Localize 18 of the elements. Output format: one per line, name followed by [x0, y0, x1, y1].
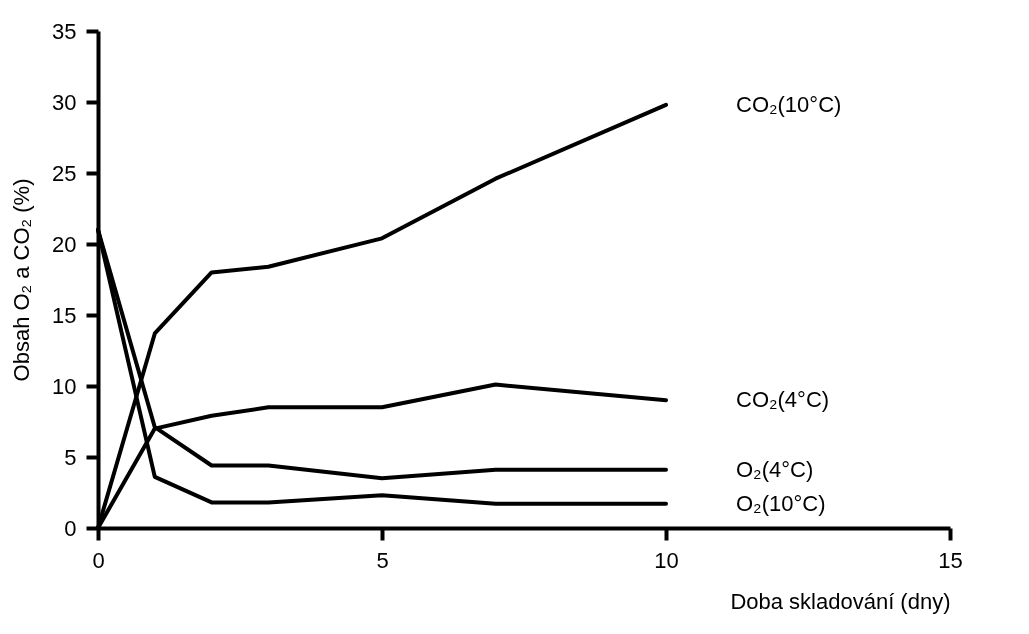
x-tick-label: 0 — [92, 547, 105, 573]
text: CO₂(4°C) — [736, 387, 830, 413]
text: CO₂(10°C) — [736, 91, 842, 117]
y-axis-title: Obsah O₂ a CO₂ (%) — [9, 178, 35, 382]
y-tick-label: 15 — [52, 302, 77, 328]
y-tick-label: 30 — [52, 89, 77, 115]
y-tick-label: 35 — [52, 18, 77, 44]
x-tick-label: 10 — [654, 547, 679, 573]
x-tick-label: 15 — [938, 547, 963, 573]
y-tick-label: 10 — [52, 373, 77, 399]
y-tick-label: 25 — [52, 160, 77, 186]
y-tick-label: 5 — [64, 444, 77, 470]
text: O₂(10°C) — [736, 490, 826, 516]
x-axis-title: Doba skladování (dny) — [730, 588, 951, 614]
y-tick-label: 0 — [64, 515, 77, 541]
text: O₂(4°C) — [736, 456, 814, 482]
x-tick-label: 5 — [376, 547, 389, 573]
y-tick-label: 20 — [52, 231, 77, 257]
